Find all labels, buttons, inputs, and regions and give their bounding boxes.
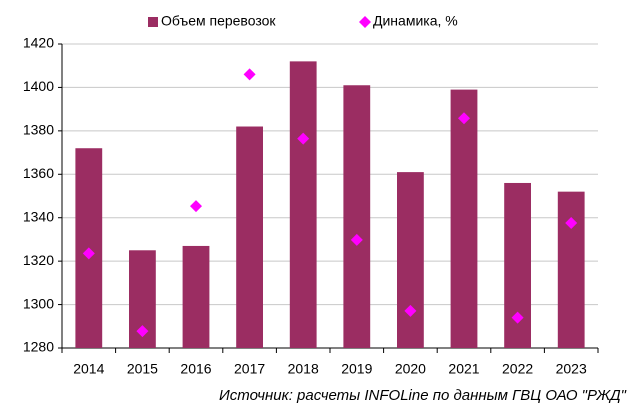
legend-swatch — [148, 17, 158, 27]
legend-swatch — [359, 16, 371, 28]
y-tick-label: 1400 — [23, 78, 54, 94]
y-tick-label: 1380 — [23, 122, 54, 138]
bar — [450, 89, 478, 348]
bar — [182, 245, 210, 348]
bar — [236, 126, 263, 348]
x-tick-label: 2014 — [73, 361, 104, 377]
diamond-marker — [511, 311, 524, 324]
x-tick-label: 2021 — [448, 361, 479, 377]
y-tick-label: 1320 — [23, 252, 54, 268]
diamond-marker — [82, 247, 95, 260]
diamond-marker — [565, 217, 578, 230]
diamond-marker — [404, 304, 417, 317]
legend-label: Объем перевозок — [161, 13, 276, 29]
legend-label: Динамика, % — [373, 13, 458, 29]
x-tick-label: 2018 — [288, 361, 319, 377]
x-tick-label: 2016 — [180, 361, 211, 377]
y-tick-label: 1420 — [23, 35, 54, 51]
x-tick-label: 2019 — [341, 361, 372, 377]
diamond-marker — [190, 200, 202, 213]
x-tick-label: 2020 — [395, 361, 426, 377]
x-tick-label: 2015 — [127, 361, 158, 377]
y-tick-label: 1340 — [23, 208, 54, 224]
diamond-marker — [458, 112, 470, 125]
y-tick-label: 1300 — [23, 295, 54, 311]
x-tick-label: 2017 — [234, 361, 265, 377]
x-tick-label: 2022 — [502, 361, 533, 377]
x-tick-label: 2023 — [556, 361, 587, 377]
y-tick-label: 1360 — [23, 165, 54, 181]
diamond-marker — [136, 325, 149, 338]
bar — [343, 85, 371, 348]
diamond-marker — [243, 68, 256, 81]
diamond-marker — [350, 233, 363, 246]
bar — [397, 172, 424, 348]
bar — [557, 191, 585, 348]
source: Источник: расчеты INFOLine по данным ГВЦ… — [219, 387, 627, 404]
diamond-marker — [297, 132, 310, 145]
y-tick-label: 1280 — [23, 339, 54, 355]
bar — [289, 61, 317, 348]
